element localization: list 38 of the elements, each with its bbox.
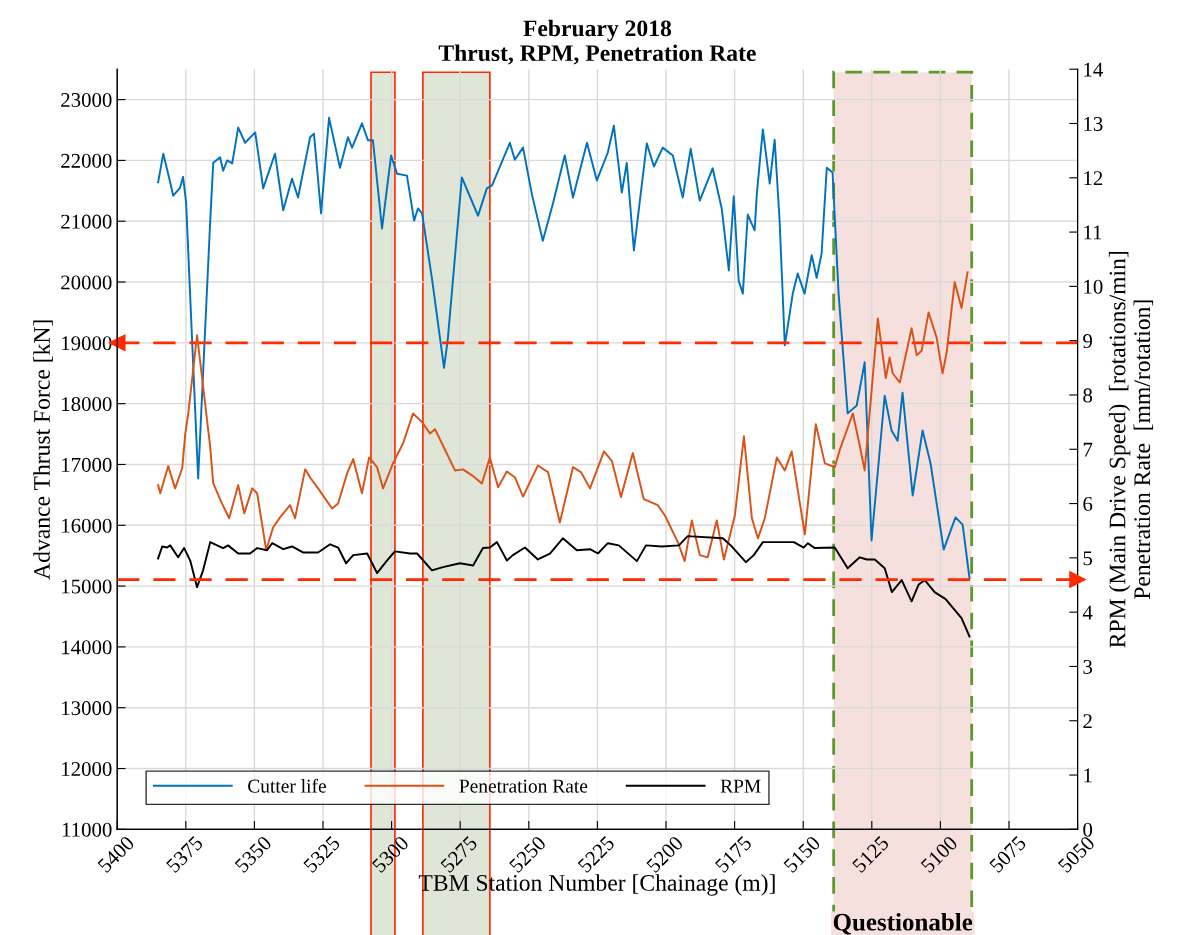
y2-tick-label: 4 (1082, 605, 1093, 620)
y2-tick-label: 14 (1084, 62, 1103, 77)
y-tick-label: 21000 (61, 214, 112, 229)
y-tick-label: 22000 (61, 153, 112, 168)
chart-title: February 2018 Thrust, RPM, Penetration Rate (438, 19, 756, 65)
line-series (157, 535, 971, 638)
y-tick-label: 16000 (62, 518, 112, 533)
y2-tick-label: 5 (1083, 551, 1093, 566)
y2-tick-label: 10 (1084, 279, 1103, 294)
y2-tick-label: 8 (1083, 388, 1093, 403)
y-tick-label: 12000 (62, 761, 112, 776)
y2-tick-label: 2 (1083, 714, 1092, 728)
y-axis-title: Advance Thrust Force [kN] (33, 320, 53, 580)
y2-axis-title: RPM (Main Drive Speed) [rotations/min] Penetration Rate [mm/rotation] (1108, 251, 1154, 648)
y-tick-label: 19000 (62, 336, 112, 351)
y2-tick-label: 7 (1083, 442, 1093, 457)
y-tick-label: 13000 (62, 701, 112, 716)
y2-tick-label: 13 (1084, 116, 1103, 131)
y2-tick-label: 6 (1083, 497, 1093, 511)
y-tick-label: 14000 (62, 640, 112, 655)
y2-tick-label: 3 (1083, 659, 1093, 674)
y-tick-label: 20000 (61, 275, 112, 290)
band-label: Questionable (833, 913, 973, 935)
y-tick-label: 17000 (62, 457, 112, 472)
legend-label: Penetration Rate (459, 779, 588, 793)
y2-tick-label: 12 (1084, 171, 1103, 186)
line-series (157, 116, 971, 580)
y-tick-label: 11000 (62, 822, 112, 837)
y-tick-label: 15000 (62, 579, 112, 594)
line-series (157, 271, 969, 563)
legend-label: RPM (720, 779, 761, 793)
y2-tick-label: 1 (1084, 768, 1092, 783)
y2-tick-label: 11 (1084, 225, 1102, 240)
y2-tick-label: 9 (1083, 334, 1093, 349)
y-tick-label: 18000 (62, 397, 112, 412)
y-tick-label: 23000 (61, 92, 112, 108)
legend-label: Cutter life (248, 778, 326, 793)
y2-tick-label: 0 (1083, 822, 1093, 837)
